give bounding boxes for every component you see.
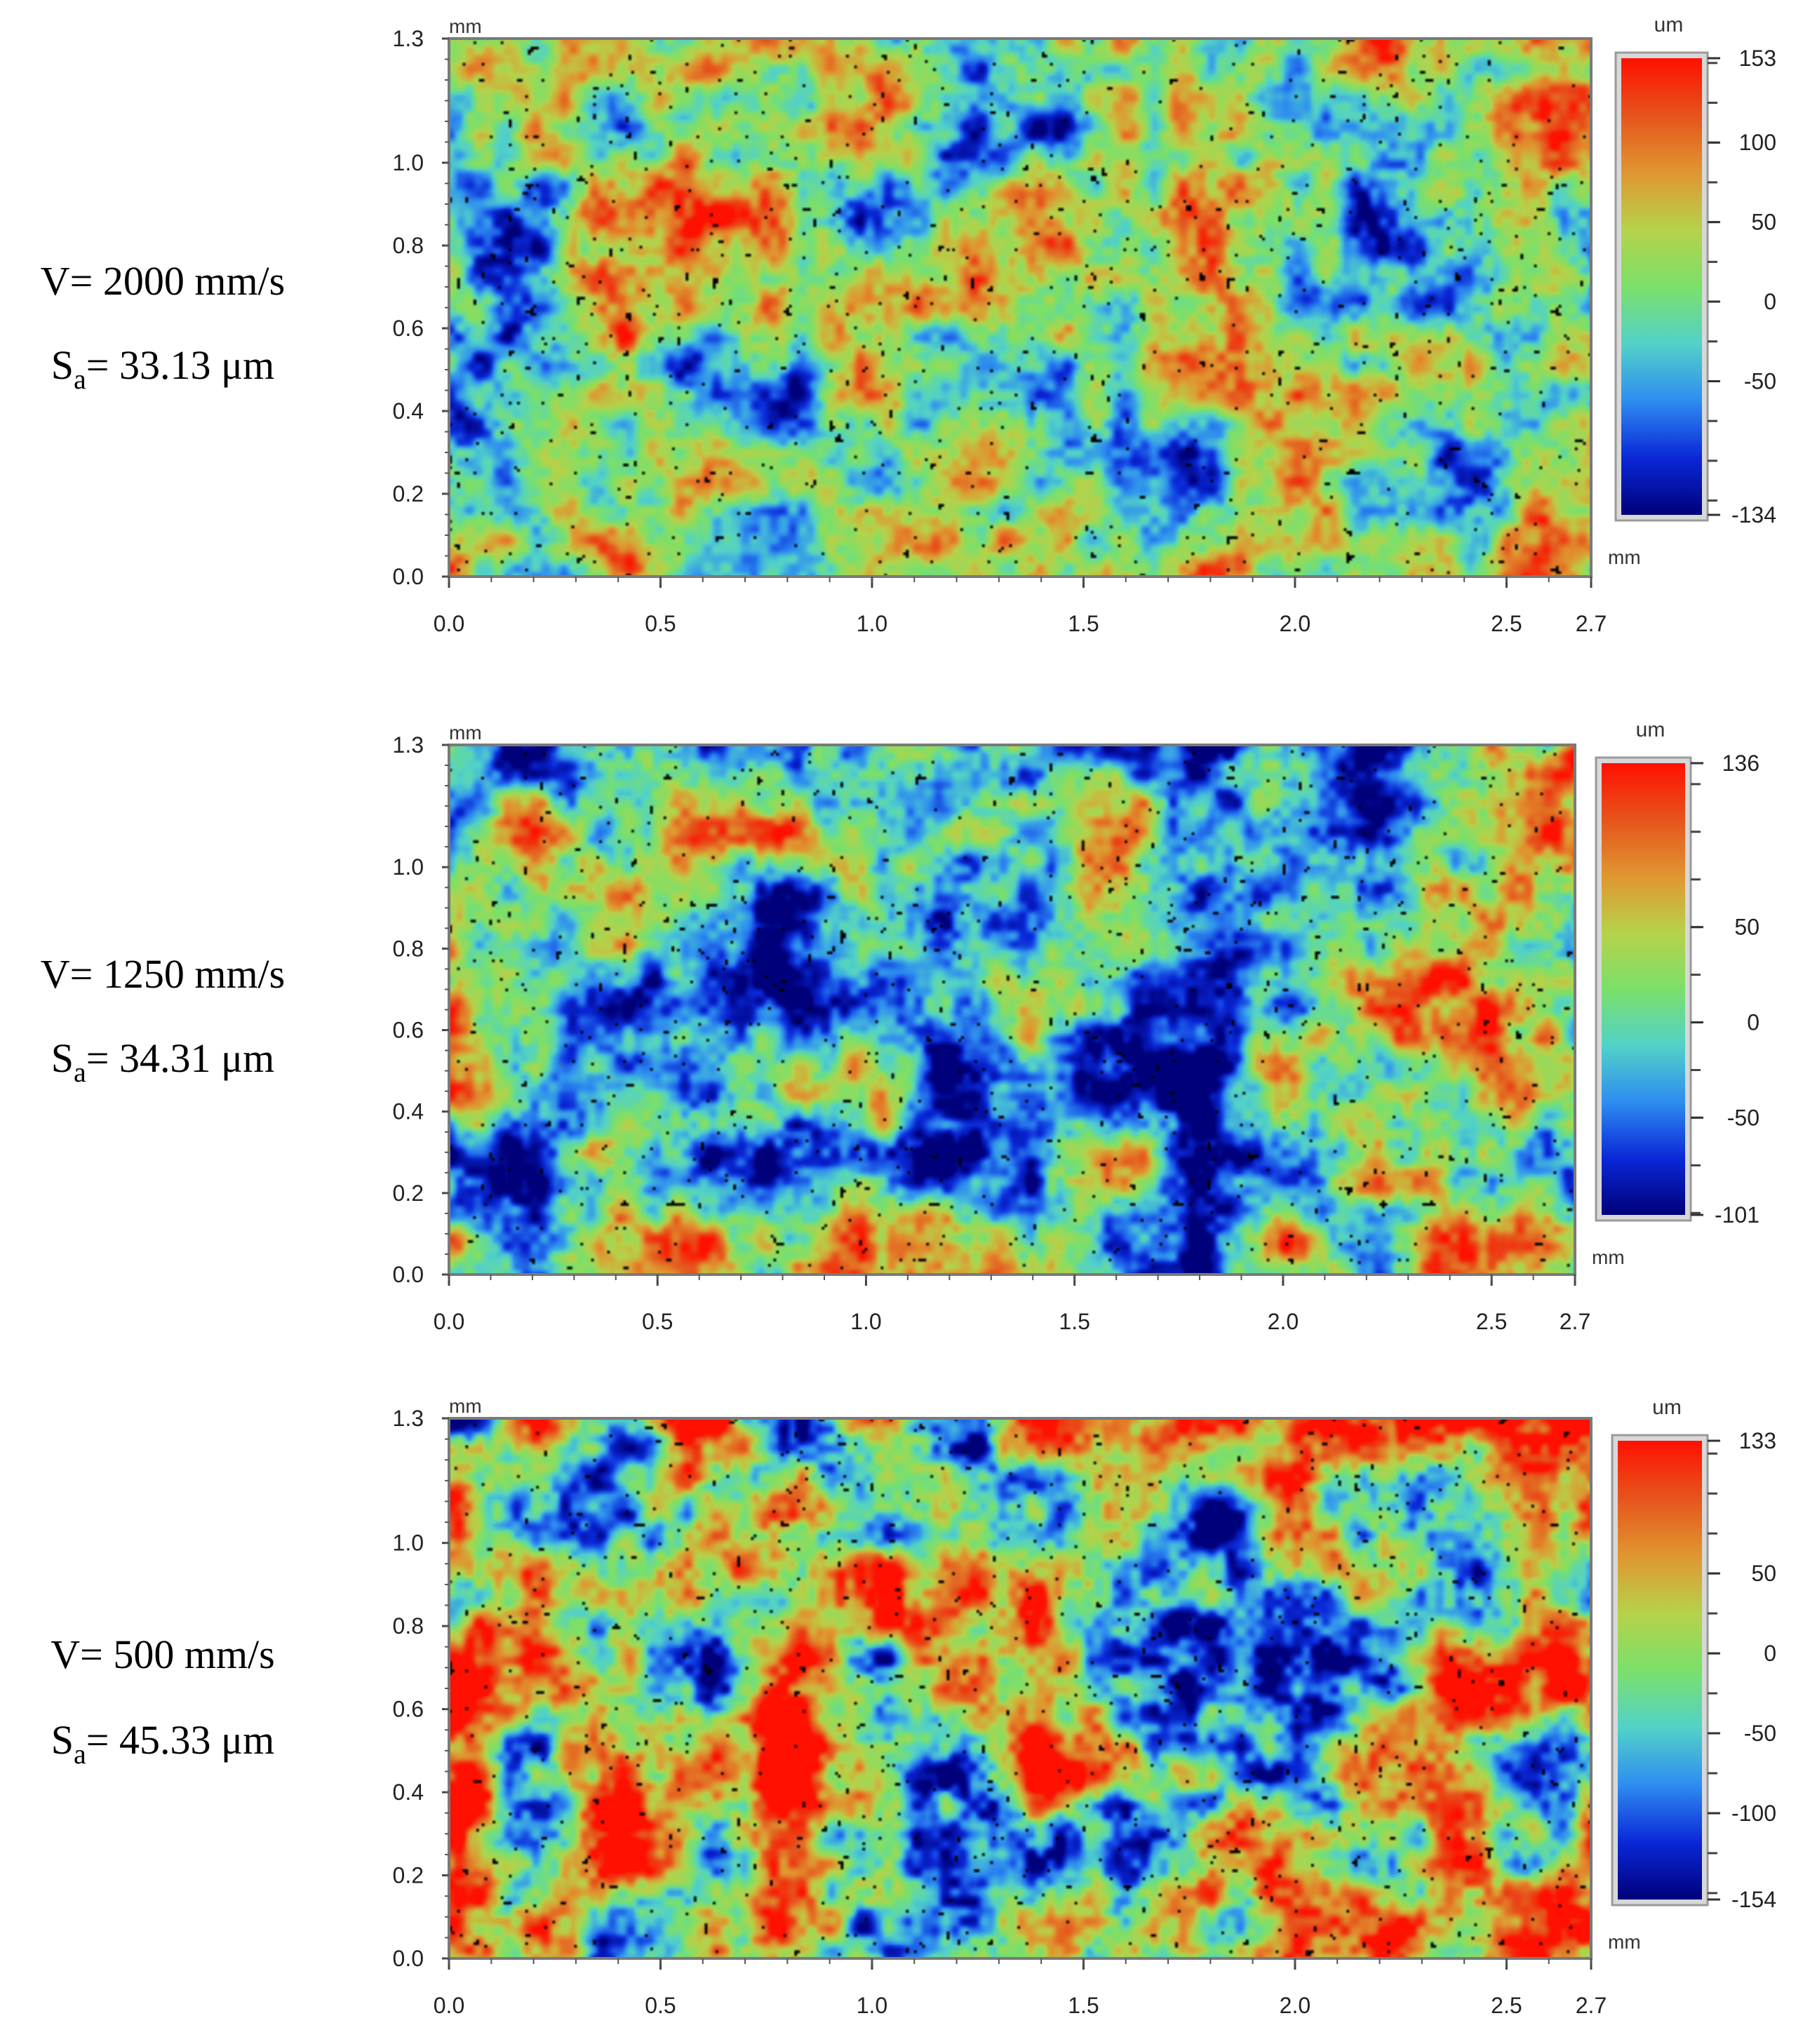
height-map: [449, 745, 1575, 1275]
colorbar-tick-label: 153: [1739, 46, 1776, 71]
x-tick-label: 1.5: [1059, 1309, 1090, 1334]
y-tick-label: 1.3: [393, 26, 424, 51]
colorbar-gradient: [1618, 1441, 1702, 1900]
roughness-subscript: a: [74, 363, 86, 395]
scan-speed-label: V= 2000 mm/s: [41, 258, 286, 304]
x-tick-label: 1.0: [850, 1309, 881, 1334]
colorbar-unit-label: um: [1636, 718, 1665, 741]
roughness-label: Sa= 33.13 μm: [51, 342, 274, 395]
x-tick-label: 0.5: [645, 611, 676, 636]
y-tick-label: 0.0: [393, 1262, 424, 1287]
x-tick-label: 1.5: [1068, 1993, 1099, 2018]
colorbar-tick-label: 50: [1751, 1561, 1776, 1586]
colorbar-tick-label: -101: [1715, 1202, 1759, 1228]
y-tick-label: 1.0: [393, 150, 424, 175]
colorbar-tick-label: -134: [1731, 502, 1776, 527]
x-tick-label: 1.0: [857, 611, 887, 636]
roughness-label: Sa= 45.33 μm: [51, 1717, 274, 1770]
y-tick-label: 1.0: [393, 854, 424, 880]
y-tick-label: 0.0: [393, 564, 424, 589]
x-unit-label: mm: [1592, 1246, 1625, 1268]
x-tick-label: 2.7: [1560, 1309, 1590, 1334]
colorbar-tick-label: -50: [1744, 368, 1776, 394]
colorbar-tick-label: 0: [1764, 289, 1776, 314]
y-tick-label: 0.2: [393, 481, 424, 506]
roughness-value: = 33.13 μm: [86, 342, 274, 388]
x-tick-label: 0.5: [642, 1309, 673, 1334]
height-map: [449, 39, 1591, 577]
roughness-symbol: S: [51, 1717, 74, 1763]
y-tick-label: 1.3: [393, 732, 424, 758]
y-tick-label: 0.2: [393, 1863, 424, 1888]
roughness-symbol: S: [51, 1035, 74, 1081]
y-tick-label: 1.0: [393, 1531, 424, 1556]
x-tick-label: 2.0: [1268, 1309, 1299, 1334]
y-tick-label: 0.6: [393, 1018, 424, 1043]
colorbar-tick-label: 133: [1739, 1428, 1776, 1453]
x-tick-label: 2.0: [1280, 611, 1310, 636]
height-map: [449, 1418, 1591, 1958]
x-tick-label: 2.7: [1576, 1993, 1607, 2018]
colorbar-tick-label: 0: [1764, 1641, 1776, 1666]
colorbar-tick-label: -50: [1727, 1105, 1759, 1130]
y-tick-label: 0.2: [393, 1181, 424, 1206]
x-unit-label: mm: [1608, 1931, 1641, 1953]
roughness-symbol: S: [51, 342, 74, 388]
colorbar-tick-label: 50: [1751, 210, 1776, 235]
x-tick-label: 1.5: [1068, 611, 1099, 636]
x-tick-label: 0.0: [434, 1993, 464, 2018]
y-tick-label: 0.6: [393, 1697, 424, 1722]
x-tick-label: 1.0: [857, 1993, 887, 2018]
y-tick-label: 0.8: [393, 1613, 424, 1639]
scan-speed-label: V= 1250 mm/s: [41, 951, 286, 997]
roughness-label: Sa= 34.31 μm: [51, 1035, 274, 1088]
x-tick-label: 2.5: [1491, 611, 1522, 636]
y-tick-label: 1.3: [393, 1406, 424, 1431]
panel-2: V= 1250 mm/s Sa= 34.31 μm 0.0 0.2 0.4 0.6 0.8 1…: [41, 718, 1759, 1334]
colorbar-tick-label: -154: [1731, 1887, 1776, 1912]
x-tick-label: 0.0: [434, 611, 464, 636]
panel-1: V= 2000 mm/s Sa= 33.13 μm 0.0 0.2 0.4 0.6 0.8 1…: [41, 13, 1776, 636]
roughness-value: = 34.31 μm: [86, 1035, 274, 1081]
colorbar-unit-label: um: [1654, 13, 1684, 36]
colorbar-tick-label: -100: [1731, 1801, 1776, 1826]
y-tick-label: 0.4: [393, 398, 424, 424]
colorbar-unit-label: um: [1652, 1396, 1682, 1419]
scan-speed-label: V= 500 mm/s: [51, 1632, 275, 1677]
panel-3: V= 500 mm/s Sa= 45.33 μm 0.0 0.2 0.4 0.6 0.8 1.…: [51, 1395, 1776, 2018]
y-tick-label: 0.4: [393, 1780, 424, 1805]
y-unit-label: mm: [449, 15, 482, 37]
y-unit-label: mm: [449, 1395, 482, 1417]
x-unit-label: mm: [1608, 546, 1641, 568]
x-tick-label: 2.0: [1280, 1993, 1310, 2018]
x-tick-label: 2.7: [1576, 611, 1607, 636]
colorbar-tick-label: 136: [1722, 751, 1759, 776]
colorbar-gradient: [1621, 58, 1702, 515]
colorbar-tick-label: 100: [1739, 130, 1776, 155]
y-tick-label: 0.6: [393, 316, 424, 341]
y-tick-label: 0.8: [393, 936, 424, 961]
colorbar-tick-label: -50: [1744, 1721, 1776, 1746]
roughness-subscript: a: [74, 1738, 86, 1770]
x-tick-label: 0.0: [434, 1309, 464, 1334]
x-tick-label: 2.5: [1491, 1993, 1522, 2018]
x-tick-label: 2.5: [1476, 1309, 1507, 1334]
y-tick-label: 0.4: [393, 1099, 424, 1124]
colorbar-tick-label: 0: [1747, 1010, 1759, 1035]
y-tick-label: 0.8: [393, 233, 424, 258]
y-tick-label: 0.0: [393, 1946, 424, 1971]
y-unit-label: mm: [449, 722, 482, 744]
roughness-value: = 45.33 μm: [86, 1717, 274, 1763]
roughness-subscript: a: [74, 1056, 86, 1088]
x-tick-label: 0.5: [645, 1993, 676, 2018]
colorbar-gradient: [1602, 763, 1685, 1215]
colorbar-tick-label: 50: [1734, 915, 1759, 940]
